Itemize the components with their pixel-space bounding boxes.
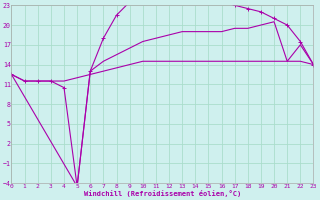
X-axis label: Windchill (Refroidissement éolien,°C): Windchill (Refroidissement éolien,°C): [84, 190, 241, 197]
